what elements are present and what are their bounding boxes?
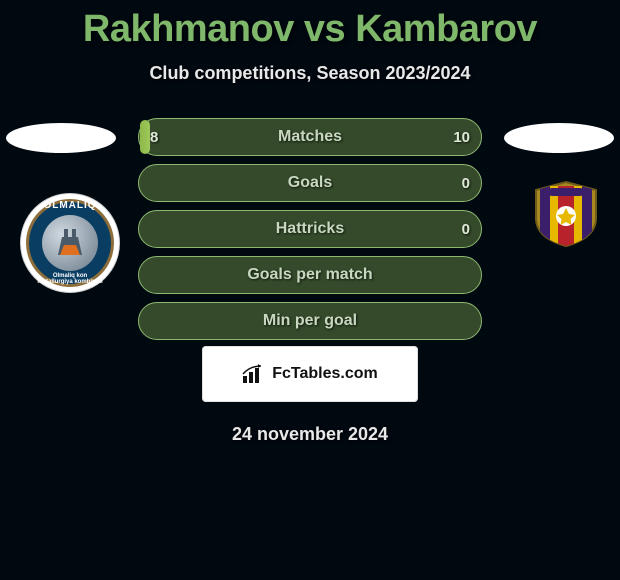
badge-left-sub: Olmaliq kon metallurgiya kombinati [20, 273, 120, 285]
furnace-icon [42, 215, 98, 271]
stat-value-right: 10 [453, 118, 470, 156]
stat-row-min-per-goal: Min per goal [138, 302, 482, 340]
club-badge-left: OLMALIQ Olmaliq kon metallurgiya kombina… [20, 193, 120, 293]
stat-row-hattricks: Hattricks 0 [138, 210, 482, 248]
page-title: Rakhmanov vs Kambarov [0, 0, 620, 51]
player-photo-right [504, 123, 614, 153]
fctables-label: FcTables.com [272, 365, 378, 383]
stat-label: Matches [138, 118, 482, 156]
subtitle: Club competitions, Season 2023/2024 [0, 63, 620, 84]
stat-label: Goals per match [138, 256, 482, 294]
date-label: 24 november 2024 [0, 424, 620, 445]
fctables-link[interactable]: FcTables.com [202, 346, 418, 402]
stat-row-goals-per-match: Goals per match [138, 256, 482, 294]
stat-label: Hattricks [138, 210, 482, 248]
stat-value-right: 0 [462, 164, 470, 202]
stat-label: Min per goal [138, 302, 482, 340]
bar-chart-icon [242, 364, 266, 384]
stats-panel: 8 Matches 10 Goals 0 Hattricks 0 Goals p… [138, 118, 482, 348]
badge-left-name: OLMALIQ [20, 200, 120, 211]
club-badge-right [530, 178, 602, 250]
stat-value-right: 0 [462, 210, 470, 248]
stat-row-goals: Goals 0 [138, 164, 482, 202]
stat-row-matches: 8 Matches 10 [138, 118, 482, 156]
player-photo-left [6, 123, 116, 153]
stat-label: Goals [138, 164, 482, 202]
